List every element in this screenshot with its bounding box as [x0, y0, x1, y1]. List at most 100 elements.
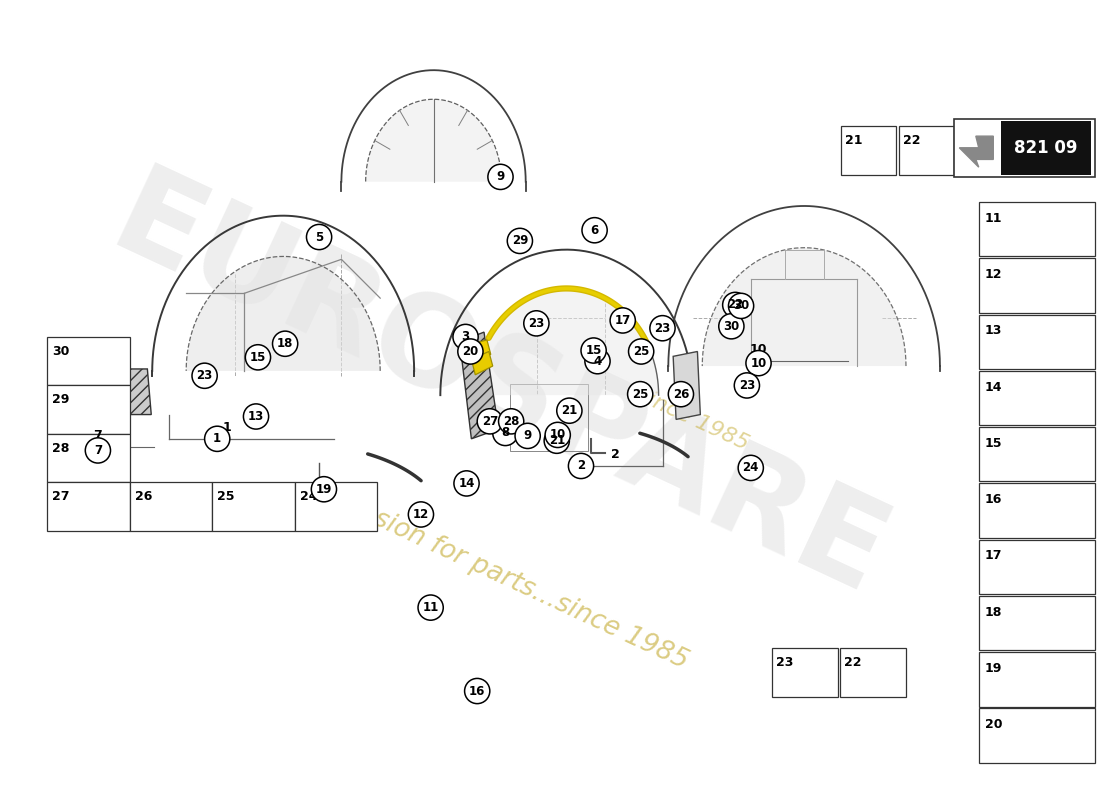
Bar — [979, 652, 1096, 706]
Text: 26: 26 — [673, 388, 689, 401]
Bar — [295, 482, 377, 531]
Circle shape — [273, 331, 298, 356]
Text: 13: 13 — [248, 410, 264, 423]
Circle shape — [557, 398, 582, 423]
Circle shape — [610, 308, 636, 333]
Circle shape — [515, 423, 540, 449]
Text: 6: 6 — [591, 224, 598, 237]
Bar — [979, 540, 1096, 594]
Circle shape — [311, 477, 337, 502]
Text: 27: 27 — [53, 490, 69, 503]
Circle shape — [723, 292, 748, 318]
Text: 9: 9 — [496, 170, 505, 183]
Circle shape — [507, 228, 532, 254]
Circle shape — [245, 345, 271, 370]
Polygon shape — [472, 351, 493, 374]
Text: 23: 23 — [776, 656, 793, 669]
Circle shape — [307, 225, 332, 250]
Text: 16: 16 — [984, 493, 1002, 506]
Text: 30: 30 — [723, 320, 739, 333]
Text: 15: 15 — [585, 344, 602, 357]
Bar — [840, 648, 906, 697]
Polygon shape — [702, 248, 906, 366]
Circle shape — [585, 349, 611, 374]
Polygon shape — [365, 99, 502, 182]
Text: 15: 15 — [984, 437, 1002, 450]
Circle shape — [454, 471, 480, 496]
Text: 19: 19 — [316, 482, 332, 496]
Polygon shape — [673, 351, 701, 419]
Text: 16: 16 — [469, 685, 485, 698]
Text: 22: 22 — [727, 298, 744, 311]
Circle shape — [628, 339, 653, 364]
Text: 7: 7 — [94, 429, 102, 442]
Text: 28: 28 — [53, 442, 69, 454]
Text: 17: 17 — [984, 550, 1002, 562]
Text: 26: 26 — [135, 490, 152, 503]
Bar — [842, 126, 896, 175]
Text: 7: 7 — [94, 444, 102, 457]
Circle shape — [546, 422, 570, 447]
Circle shape — [718, 314, 744, 339]
Bar — [510, 383, 587, 451]
Text: 21: 21 — [845, 134, 862, 147]
Text: 18: 18 — [277, 338, 294, 350]
Text: 21: 21 — [549, 434, 565, 447]
Text: 3: 3 — [462, 330, 470, 343]
Bar — [899, 126, 955, 175]
Text: 12: 12 — [984, 268, 1002, 281]
Bar — [979, 483, 1096, 538]
Bar — [47, 337, 130, 386]
Polygon shape — [460, 332, 498, 439]
Text: 11: 11 — [422, 601, 439, 614]
Text: 29: 29 — [512, 234, 528, 247]
Text: EUROSPARE: EUROSPARE — [94, 158, 904, 622]
Text: 821 09: 821 09 — [1014, 138, 1078, 157]
Bar — [979, 314, 1096, 369]
Text: 23: 23 — [739, 379, 755, 392]
Bar — [130, 482, 212, 531]
Circle shape — [86, 438, 110, 463]
Circle shape — [498, 409, 524, 434]
Text: 10: 10 — [550, 429, 565, 442]
Bar — [1001, 121, 1091, 175]
Text: 23: 23 — [654, 322, 671, 334]
Text: 30: 30 — [733, 299, 749, 313]
Text: 5: 5 — [315, 230, 323, 243]
Bar — [979, 427, 1096, 482]
Circle shape — [458, 339, 483, 364]
Text: 4: 4 — [593, 354, 602, 368]
Text: 20: 20 — [984, 718, 1002, 731]
Circle shape — [544, 428, 570, 454]
Circle shape — [453, 324, 478, 350]
Text: since 1985: since 1985 — [634, 385, 751, 454]
Circle shape — [192, 363, 217, 388]
Bar — [979, 596, 1096, 650]
Polygon shape — [186, 257, 381, 371]
Text: 25: 25 — [217, 490, 234, 503]
Text: a passion for parts...since 1985: a passion for parts...since 1985 — [305, 475, 692, 674]
Bar — [47, 434, 130, 482]
Bar — [979, 709, 1096, 763]
Text: 17: 17 — [615, 314, 630, 327]
Circle shape — [418, 595, 443, 620]
Polygon shape — [470, 340, 491, 361]
Circle shape — [669, 382, 693, 406]
Text: 10: 10 — [750, 343, 768, 356]
Bar — [212, 482, 295, 531]
Text: 8: 8 — [502, 426, 509, 439]
Text: 22: 22 — [844, 656, 861, 669]
Text: 27: 27 — [482, 415, 498, 428]
Text: 23: 23 — [528, 317, 544, 330]
Polygon shape — [959, 136, 993, 167]
Text: 1: 1 — [222, 421, 231, 434]
Circle shape — [464, 678, 490, 704]
Text: 12: 12 — [412, 508, 429, 521]
Text: 21: 21 — [561, 404, 578, 417]
Circle shape — [735, 373, 759, 398]
Text: 24: 24 — [742, 462, 759, 474]
Polygon shape — [474, 289, 659, 395]
Text: 14: 14 — [459, 477, 475, 490]
Text: 25: 25 — [632, 388, 648, 401]
Text: 2: 2 — [610, 448, 619, 461]
